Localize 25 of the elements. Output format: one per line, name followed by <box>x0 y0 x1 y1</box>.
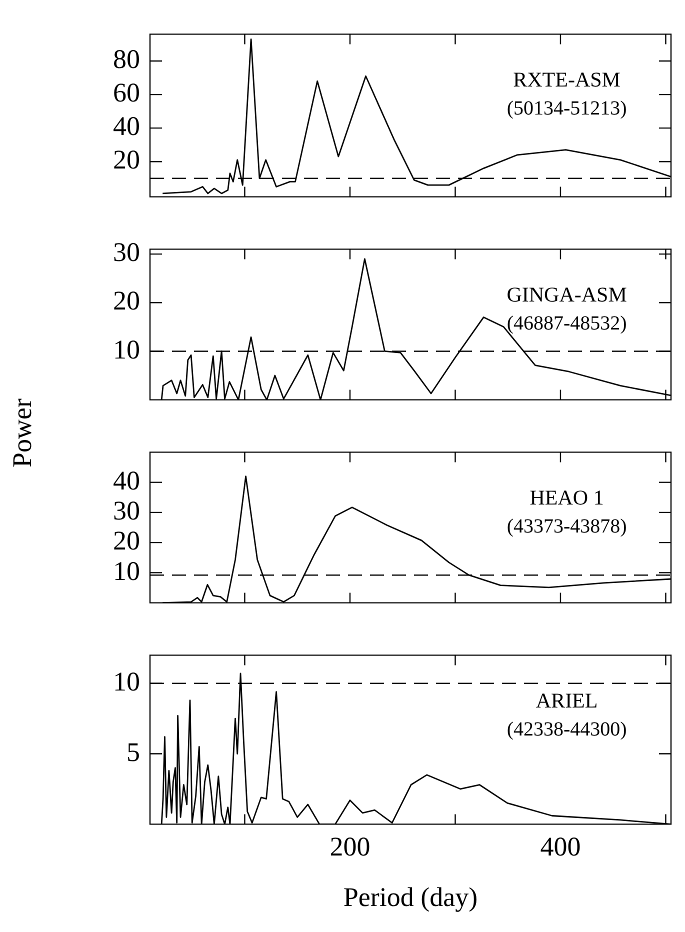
text: ARIEL <box>536 688 598 713</box>
y-tick-label: 5 <box>126 736 140 767</box>
y-tick-label: 40 <box>113 465 140 496</box>
y-axis-title: Power <box>7 398 38 468</box>
y-tick-label: 60 <box>113 78 140 108</box>
text: GINGA-ASM <box>506 282 628 307</box>
text: HEAO 1 <box>530 486 604 510</box>
y-tick-label: 30 <box>113 496 140 526</box>
y-tick-label: 10 <box>113 556 140 586</box>
y-tick-label: 20 <box>113 286 140 316</box>
text: (50134-51213) <box>506 97 627 120</box>
y-tick-label: 10 <box>113 666 140 696</box>
text: (46887-48532) <box>506 312 627 334</box>
y-tick-label: 10 <box>113 334 140 364</box>
x-tick-label: 200 <box>330 831 370 862</box>
x-axis-title: Period (day) <box>343 882 478 912</box>
y-tick-label: 40 <box>113 111 140 142</box>
text: (42338-44300) <box>506 718 627 740</box>
text: RXTE-ASM <box>513 68 621 92</box>
text: (43373-43878) <box>506 515 627 538</box>
y-tick-label: 20 <box>113 144 140 175</box>
y-tick-label: 30 <box>113 237 140 268</box>
y-tick-label: 20 <box>113 526 140 556</box>
x-tick-label: 400 <box>540 831 581 862</box>
y-tick-label: 80 <box>113 44 140 74</box>
